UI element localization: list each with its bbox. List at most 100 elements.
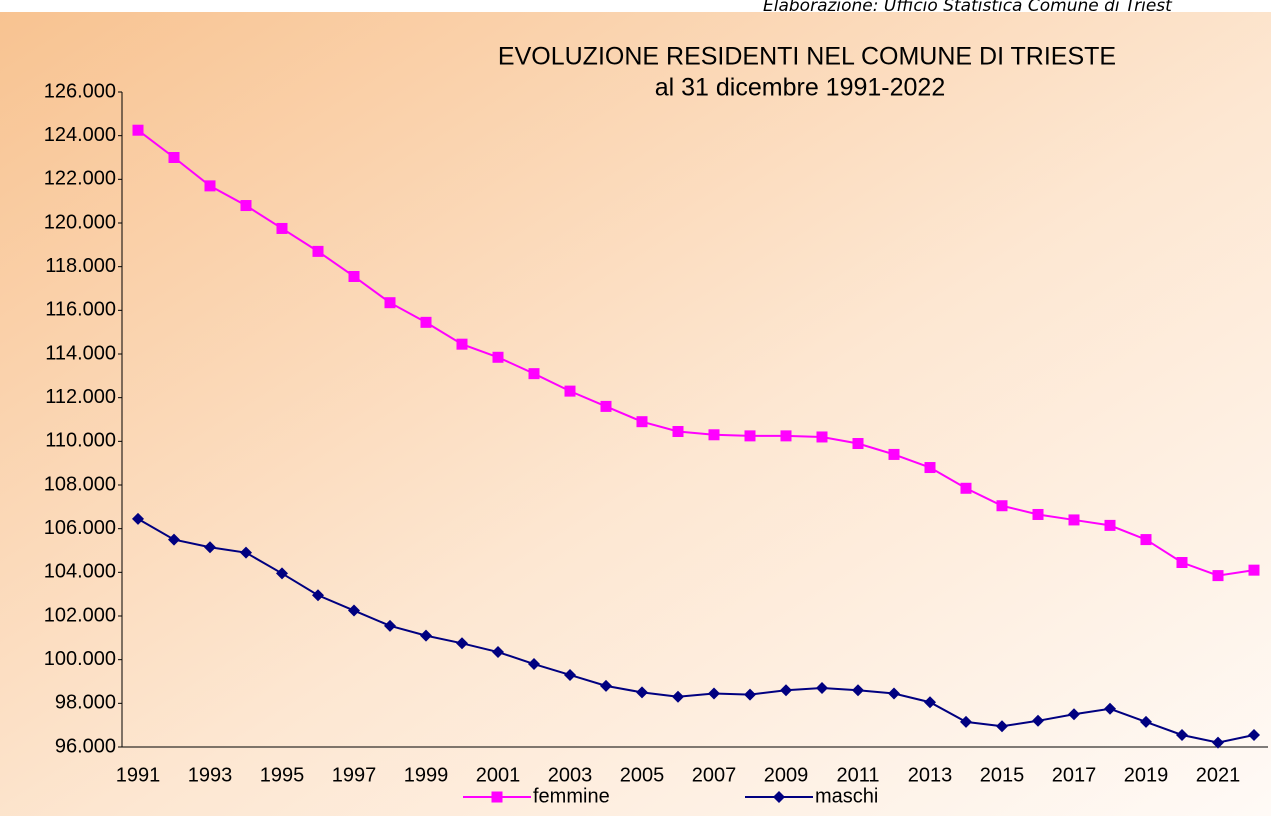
marker: [348, 270, 360, 282]
marker: [1140, 534, 1152, 546]
chart-title: EVOLUZIONE RESIDENTI NEL COMUNE DI TRIES…: [498, 43, 1116, 71]
marker: [204, 180, 216, 192]
marker: [1068, 514, 1080, 526]
marker: [1212, 736, 1224, 749]
y-tick-label: 96.000: [55, 735, 116, 757]
marker: [204, 541, 216, 554]
x-tick-label: 2001: [476, 764, 521, 786]
marker: [1140, 715, 1152, 728]
marker: [240, 546, 252, 559]
marker: [1032, 714, 1044, 727]
marker: [276, 222, 288, 234]
marker: [312, 589, 324, 602]
marker: [240, 200, 252, 212]
marker: [816, 431, 828, 443]
marker: [276, 567, 288, 580]
y-tick-label: 98.000: [55, 692, 116, 714]
x-tick-label: 2019: [1124, 764, 1169, 786]
marker: [672, 426, 684, 438]
marker: [924, 696, 936, 709]
x-tick-label: 1995: [260, 764, 305, 786]
y-tick-label: 116.000: [45, 299, 116, 321]
marker: [888, 448, 900, 460]
marker: [960, 482, 972, 494]
marker: [1248, 564, 1260, 576]
marker: [312, 245, 324, 257]
marker: [1068, 708, 1080, 721]
marker: [168, 533, 180, 546]
series-line: [137, 517, 1255, 744]
marker: [564, 668, 576, 681]
marker: [852, 438, 864, 450]
y-tick-label: 104.000: [44, 561, 116, 583]
marker: [132, 124, 144, 136]
marker: [780, 684, 792, 697]
marker: [708, 687, 720, 700]
y-tick-label: 108.000: [44, 473, 116, 495]
marker: [564, 385, 576, 397]
marker: [636, 686, 648, 699]
marker: [456, 338, 468, 350]
y-tick-label: 126.000: [44, 80, 116, 102]
y-tick-label: 118.000: [45, 255, 116, 277]
marker: [168, 152, 180, 163]
marker: [420, 629, 432, 642]
x-tick-label: 1997: [332, 764, 377, 786]
x-tick-label: 2011: [836, 764, 879, 786]
x-tick-label: 2017: [1052, 764, 1097, 786]
marker: [744, 688, 756, 701]
x-tick-label: 2009: [764, 764, 809, 786]
marker: [888, 687, 900, 700]
marker: [816, 682, 828, 695]
legend-marker: [491, 791, 503, 803]
x-tick-label: 1993: [188, 764, 233, 786]
x-tick-label: 2005: [620, 764, 665, 786]
marker: [960, 715, 972, 728]
x-tick-label: 2013: [908, 764, 953, 786]
marker: [348, 604, 360, 617]
marker: [492, 646, 504, 659]
marker: [456, 637, 468, 650]
x-tick-label: 1991: [116, 764, 161, 786]
chart-background: [0, 12, 1271, 816]
marker: [600, 400, 612, 412]
marker: [708, 429, 720, 441]
x-tick-label: 2007: [692, 764, 737, 786]
marker: [924, 462, 936, 474]
marker: [1032, 508, 1044, 520]
marker: [600, 679, 612, 692]
y-tick-label: 110.000: [45, 430, 116, 452]
marker: [636, 416, 648, 428]
y-tick-label: 100.000: [44, 648, 116, 670]
marker: [780, 430, 792, 442]
marker: [1176, 728, 1188, 741]
marker: [1248, 728, 1260, 741]
marker: [420, 316, 432, 328]
marker: [996, 720, 1008, 733]
marker: [1104, 519, 1116, 531]
x-tick-label: 2021: [1196, 764, 1241, 786]
chart-subtitle: al 31 dicembre 1991-2022: [655, 74, 945, 102]
y-tick-label: 124.000: [44, 124, 116, 146]
x-tick-label: 1999: [404, 764, 449, 786]
y-tick-label: 106.000: [44, 517, 116, 539]
y-tick-label: 112.000: [45, 386, 116, 408]
marker: [384, 297, 396, 309]
y-tick-label: 120.000: [44, 211, 116, 233]
y-tick-label: 122.000: [44, 168, 116, 190]
series-line: [137, 129, 1255, 577]
legend-marker: [773, 791, 785, 803]
marker: [1104, 702, 1116, 715]
marker: [528, 368, 540, 380]
y-tick-label: 114.000: [45, 342, 116, 364]
marker: [132, 512, 144, 525]
marker: [996, 500, 1008, 512]
marker: [492, 351, 504, 363]
x-tick-label: 2015: [980, 764, 1025, 786]
marker: [384, 619, 396, 632]
legend-label: maschi: [815, 785, 878, 807]
marker: [1176, 557, 1188, 569]
legend-label: femmine: [533, 785, 610, 807]
x-tick-label: 2003: [548, 764, 593, 786]
